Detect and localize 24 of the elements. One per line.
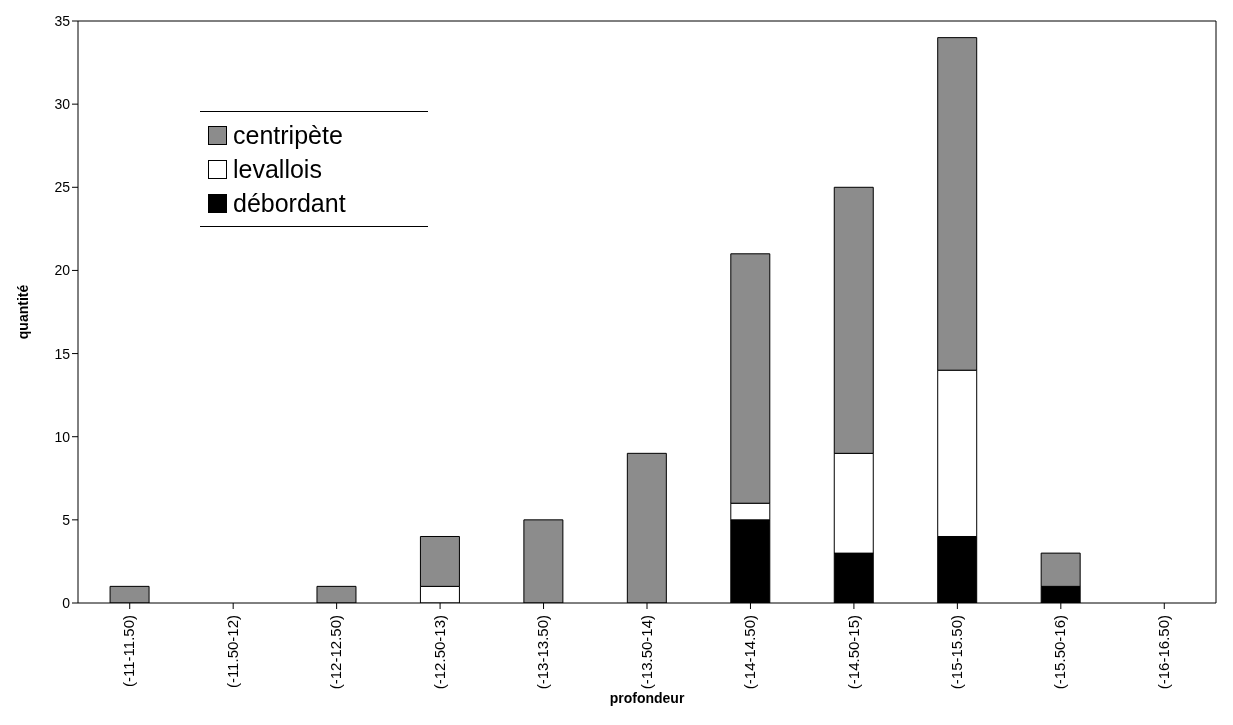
y-tick-label: 0 [62, 594, 71, 611]
y-axis-title: quantité [14, 284, 31, 340]
x-tick-label: (-14.50-15) [844, 615, 862, 690]
x-tick-label: (-14-14.50) [741, 615, 759, 690]
x-tick-label: (-15.50-16) [1051, 615, 1069, 690]
x-tick-label: (-13.50-14) [637, 615, 655, 690]
x-tick-label: (-13-13.50) [534, 615, 552, 690]
y-tick-label: 35 [54, 12, 71, 29]
y-tick-label: 30 [54, 96, 71, 113]
x-tick-label: (-11.50-12) [223, 615, 241, 689]
x-tick-label: (-15-15.50) [948, 615, 966, 690]
y-tick-label: 5 [62, 511, 71, 528]
x-tick-label: (-16-16.50) [1154, 615, 1172, 690]
y-tick-label: 10 [54, 428, 71, 445]
y-tick-label: 15 [54, 345, 71, 362]
x-axis-title: profondeur [609, 690, 685, 706]
x-tick-label: (-12-12.50) [327, 615, 345, 690]
legend-label: levallois [233, 154, 322, 184]
y-tick-label: 20 [54, 262, 71, 279]
x-tick-label: (-12.50-13) [430, 615, 448, 690]
x-tick-label: (-11-11.50) [120, 615, 138, 687]
legend-label: centripète [233, 120, 343, 150]
legend-label: débordant [233, 188, 346, 218]
y-tick-label: 25 [54, 179, 71, 196]
